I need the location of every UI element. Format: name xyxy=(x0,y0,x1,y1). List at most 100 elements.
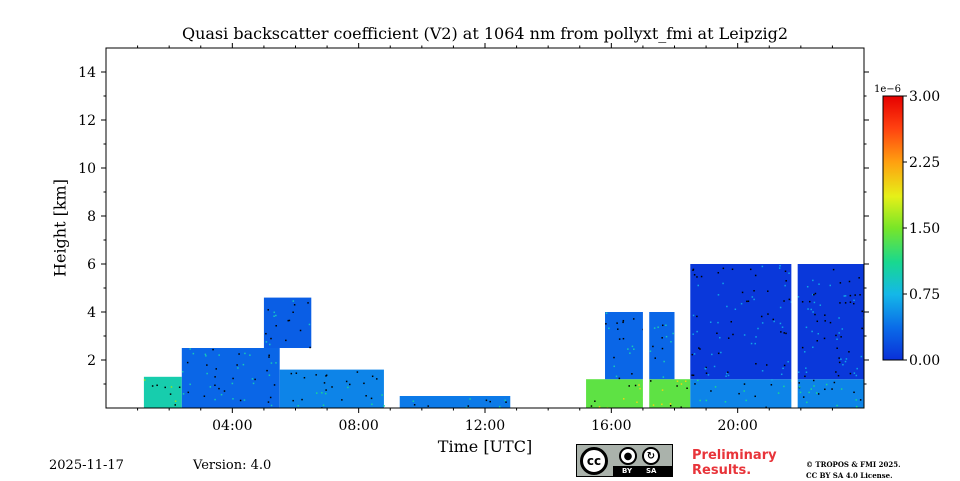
speckle-7-14 xyxy=(694,383,696,385)
speckle-7-20 xyxy=(743,390,745,392)
speckle-8-122 xyxy=(861,310,863,313)
speckle-1-3 xyxy=(223,390,226,392)
heat-region-4 xyxy=(399,396,511,408)
speckle-8-14 xyxy=(836,347,838,350)
speckle-2-14 xyxy=(265,341,268,343)
speckle-7-5 xyxy=(815,392,818,394)
speckle-8-98 xyxy=(732,333,734,336)
speckle-8-91 xyxy=(848,351,850,353)
speckle-3-12 xyxy=(363,382,365,385)
speckle-3-0 xyxy=(323,382,326,384)
speckle-7-23 xyxy=(777,392,780,394)
speckle-1-6 xyxy=(231,382,234,385)
speckle-0-2 xyxy=(156,384,158,387)
speckle-4-9 xyxy=(427,405,429,407)
speckle-8-130 xyxy=(813,301,816,304)
speckle-8-102 xyxy=(835,371,837,373)
speckle-8-41 xyxy=(713,365,716,368)
speckle-4-2 xyxy=(412,400,415,402)
speckle-1-12 xyxy=(204,353,207,356)
speckle-8-93 xyxy=(734,308,737,311)
speckle-8-142 xyxy=(781,326,784,328)
speckle-2-1 xyxy=(273,315,275,317)
x-axis-label: Time [UTC] xyxy=(437,437,533,456)
speckle-4-4 xyxy=(413,404,416,406)
speckle-6-6 xyxy=(622,321,624,324)
speckle-1-36 xyxy=(251,378,254,380)
speckle-8-70 xyxy=(839,302,841,304)
speckle-2-7 xyxy=(265,332,267,335)
signal-speckle xyxy=(143,265,864,408)
speckle-2-10 xyxy=(267,309,269,311)
speckle-6-31 xyxy=(631,373,633,375)
speckle-1-14 xyxy=(232,377,234,380)
speckle-6-3 xyxy=(605,312,608,314)
speckle-7-15 xyxy=(859,399,862,401)
speckle-8-24 xyxy=(859,294,861,296)
speckle-8-105 xyxy=(855,374,858,377)
speckle-8-126 xyxy=(717,352,720,355)
speckle-8-100 xyxy=(720,351,722,354)
speckle-5-5 xyxy=(680,383,683,385)
speckle-8-131 xyxy=(844,295,847,297)
heat-region-1 xyxy=(181,348,280,408)
speckle-8-127 xyxy=(761,265,764,268)
speckle-0-4 xyxy=(174,400,177,402)
heat-region-7 xyxy=(690,379,864,408)
speckle-8-137 xyxy=(746,300,748,303)
speckle-8-115 xyxy=(843,295,846,297)
speckle-1-24 xyxy=(270,362,273,364)
speckle-8-6 xyxy=(722,282,724,285)
speckle-8-48 xyxy=(804,375,806,378)
speckle-0-7 xyxy=(174,404,177,406)
speckle-8-22 xyxy=(760,315,763,318)
speckle-6-16 xyxy=(618,377,621,380)
speckle-6-0 xyxy=(605,323,607,325)
speckle-1-25 xyxy=(182,393,185,395)
speckle-6-17 xyxy=(661,337,663,339)
speckle-6-21 xyxy=(631,345,634,348)
speckle-6-15 xyxy=(662,376,665,378)
preliminary-notice: Preliminary Results. xyxy=(692,448,777,478)
speckle-8-76 xyxy=(858,277,860,279)
speckle-1-35 xyxy=(186,361,189,364)
speckle-5-18 xyxy=(669,403,672,405)
cc-logo-icon: cc xyxy=(580,447,608,475)
speckle-3-13 xyxy=(315,392,318,394)
speckle-8-57 xyxy=(853,299,855,302)
speckle-8-0 xyxy=(717,272,720,274)
speckle-5-4 xyxy=(676,385,678,387)
heat-region-6 xyxy=(605,312,675,380)
speckle-2-13 xyxy=(292,311,294,314)
speckle-8-28 xyxy=(767,290,769,292)
speckle-8-136 xyxy=(783,300,785,302)
speckle-5-16 xyxy=(649,380,652,382)
speckle-8-99 xyxy=(836,338,838,340)
speckle-6-13 xyxy=(616,322,618,324)
speckle-8-25 xyxy=(731,268,734,271)
speckle-8-117 xyxy=(727,337,730,339)
speckle-8-29 xyxy=(810,308,812,311)
speckle-8-38 xyxy=(692,333,694,335)
speckle-8-116 xyxy=(755,362,757,365)
speckle-8-121 xyxy=(693,353,696,355)
y-tick-label-4: 10 xyxy=(78,161,96,177)
speckle-8-125 xyxy=(801,346,804,349)
speckle-3-24 xyxy=(325,374,328,377)
speckle-6-36 xyxy=(657,326,659,328)
speckle-8-89 xyxy=(740,302,743,305)
speckle-7-18 xyxy=(765,406,767,408)
speckle-8-27 xyxy=(845,358,848,360)
cc-license-badge[interactable]: cc ● ↻ BY SA xyxy=(576,444,673,477)
speckle-1-43 xyxy=(268,374,271,376)
speckle-8-84 xyxy=(727,374,730,377)
speckle-1-15 xyxy=(273,384,276,386)
speckle-5-14 xyxy=(634,384,637,387)
speckle-7-33 xyxy=(855,405,858,408)
speckle-1-21 xyxy=(243,399,246,401)
speckle-0-0 xyxy=(143,379,146,381)
sa-label: SA xyxy=(646,467,657,475)
speckle-7-31 xyxy=(798,386,801,388)
speckle-8-106 xyxy=(839,282,842,284)
speckle-7-32 xyxy=(833,381,836,384)
